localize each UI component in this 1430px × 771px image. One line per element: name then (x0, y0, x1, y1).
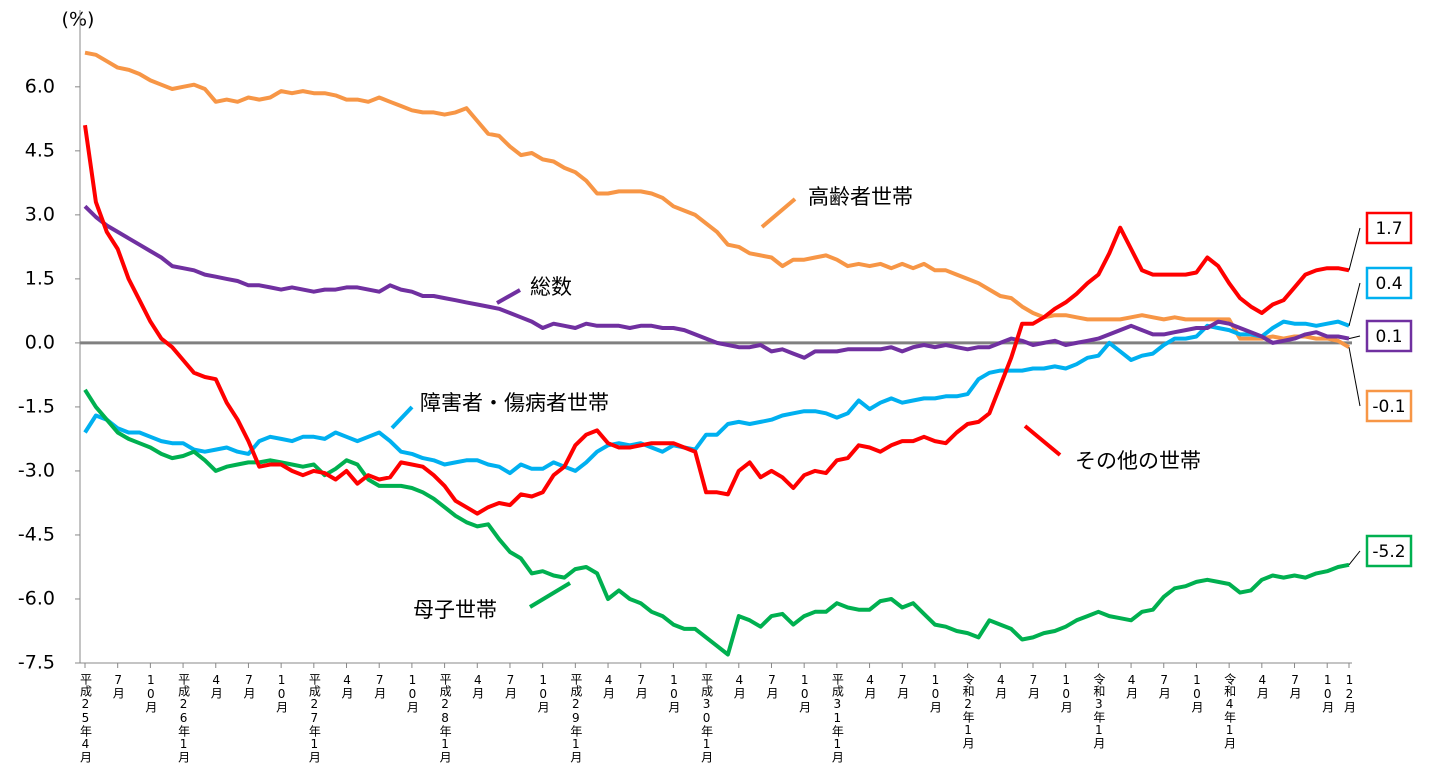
annotation-leader (496, 288, 521, 305)
x-tick-label: 10月 (1321, 673, 1335, 714)
x-tick-label: 平成25年4月 (79, 673, 93, 764)
series-annotation: その他の世帯 (1075, 449, 1201, 473)
x-tick-label: 7月 (373, 673, 387, 700)
y-tick-label: 4.5 (25, 139, 55, 161)
x-tick-label: 10月 (667, 673, 681, 714)
x-tick-label: 7月 (1288, 673, 1302, 700)
x-tick-label: 平成28年1月 (438, 673, 452, 764)
annotation-leader (528, 581, 572, 609)
end-label: 0.1 (1375, 327, 1402, 347)
x-tick-label: 10月 (144, 673, 158, 714)
x-tick-label: 平成27年1月 (307, 673, 321, 764)
end-label-box (1365, 211, 1413, 245)
series-annotation: 総数 (530, 275, 572, 299)
annotation-leader (1023, 424, 1062, 457)
x-tick-label: 令和3年1月 (1092, 672, 1106, 750)
x-tick-label: 10月 (536, 673, 550, 714)
series-line (83, 319, 1350, 476)
y-tick-label: 0.0 (25, 331, 55, 353)
series-line (83, 388, 1350, 657)
series-annotation: 母子世帯 (413, 598, 497, 622)
x-tick-label: 平成26年1月 (177, 673, 191, 764)
x-tick-label: 10月 (1059, 673, 1073, 714)
x-tick-label: 平成29年1月 (569, 673, 583, 764)
x-tick-label: 7月 (1157, 673, 1171, 700)
x-tick-label: 10月 (798, 673, 812, 714)
x-tick-label: 4月 (1125, 673, 1139, 700)
end-connector (1348, 550, 1361, 566)
end-label: 0.4 (1375, 274, 1402, 294)
y-axis-label: (%) (62, 9, 95, 31)
y-tick-label: 6.0 (25, 75, 55, 97)
x-tick-label: 10月 (1190, 673, 1204, 714)
end-label-box (1365, 534, 1413, 568)
y-tick-label: 3.0 (25, 203, 55, 225)
end-label-box (1365, 389, 1413, 423)
x-tick-label: 7月 (765, 673, 779, 700)
x-tick-label: 4月 (994, 673, 1008, 700)
x-tick-label: 平成30年1月 (700, 673, 714, 764)
series-annotation: 障害者・傷病者世帯 (420, 391, 609, 415)
x-tick-label: 4月 (209, 673, 223, 700)
x-tick-label: 7月 (242, 673, 256, 700)
x-tick-label: 令和4年1月 (1223, 672, 1237, 750)
x-tick-label: 4月 (732, 673, 746, 700)
series-line (83, 204, 1350, 360)
x-tick-label: 4月 (863, 673, 877, 700)
y-tick-label: -4.5 (18, 523, 55, 545)
x-tick-label: 令和2年1月 (961, 672, 975, 750)
end-label: -0.1 (1372, 397, 1405, 417)
x-tick-label: 4月 (602, 673, 616, 700)
x-tick-label: 7月 (111, 673, 125, 700)
annotation-leader (390, 405, 414, 430)
x-tick-label: 10月 (928, 673, 942, 714)
end-connector (1348, 335, 1361, 340)
y-tick-label: -3.0 (18, 459, 55, 481)
x-tick-label: 7月 (896, 673, 910, 700)
x-tick-label: 10月 (275, 673, 289, 714)
end-label: 1.7 (1375, 219, 1402, 239)
series-line (83, 124, 1350, 516)
x-tick-label: 4月 (471, 673, 485, 700)
annotation-leader (760, 197, 797, 229)
end-connector (1348, 227, 1361, 271)
x-tick-label: 4月 (340, 673, 354, 700)
x-tick-label: 7月 (634, 673, 648, 700)
end-label-box (1365, 319, 1413, 353)
y-tick-label: 1.5 (25, 267, 55, 289)
series-annotation: 高齢者世帯 (808, 185, 913, 209)
series-line (84, 50, 1351, 349)
end-label-box (1365, 266, 1413, 300)
x-tick-label: 平成31年1月 (830, 673, 844, 764)
x-tick-label: 7月 (503, 673, 517, 700)
y-tick-label: -6.0 (18, 587, 55, 609)
end-connector (1348, 347, 1361, 407)
x-tick-label: 7月 (1027, 673, 1041, 700)
x-tick-label: 12月 (1343, 673, 1357, 714)
y-tick-label: -1.5 (18, 395, 55, 417)
x-tick-label: 4月 (1255, 673, 1269, 700)
end-label: -5.2 (1372, 542, 1405, 562)
end-connector (1348, 282, 1361, 326)
x-tick-label: 10月 (405, 673, 419, 714)
y-tick-label: -7.5 (18, 652, 55, 674)
